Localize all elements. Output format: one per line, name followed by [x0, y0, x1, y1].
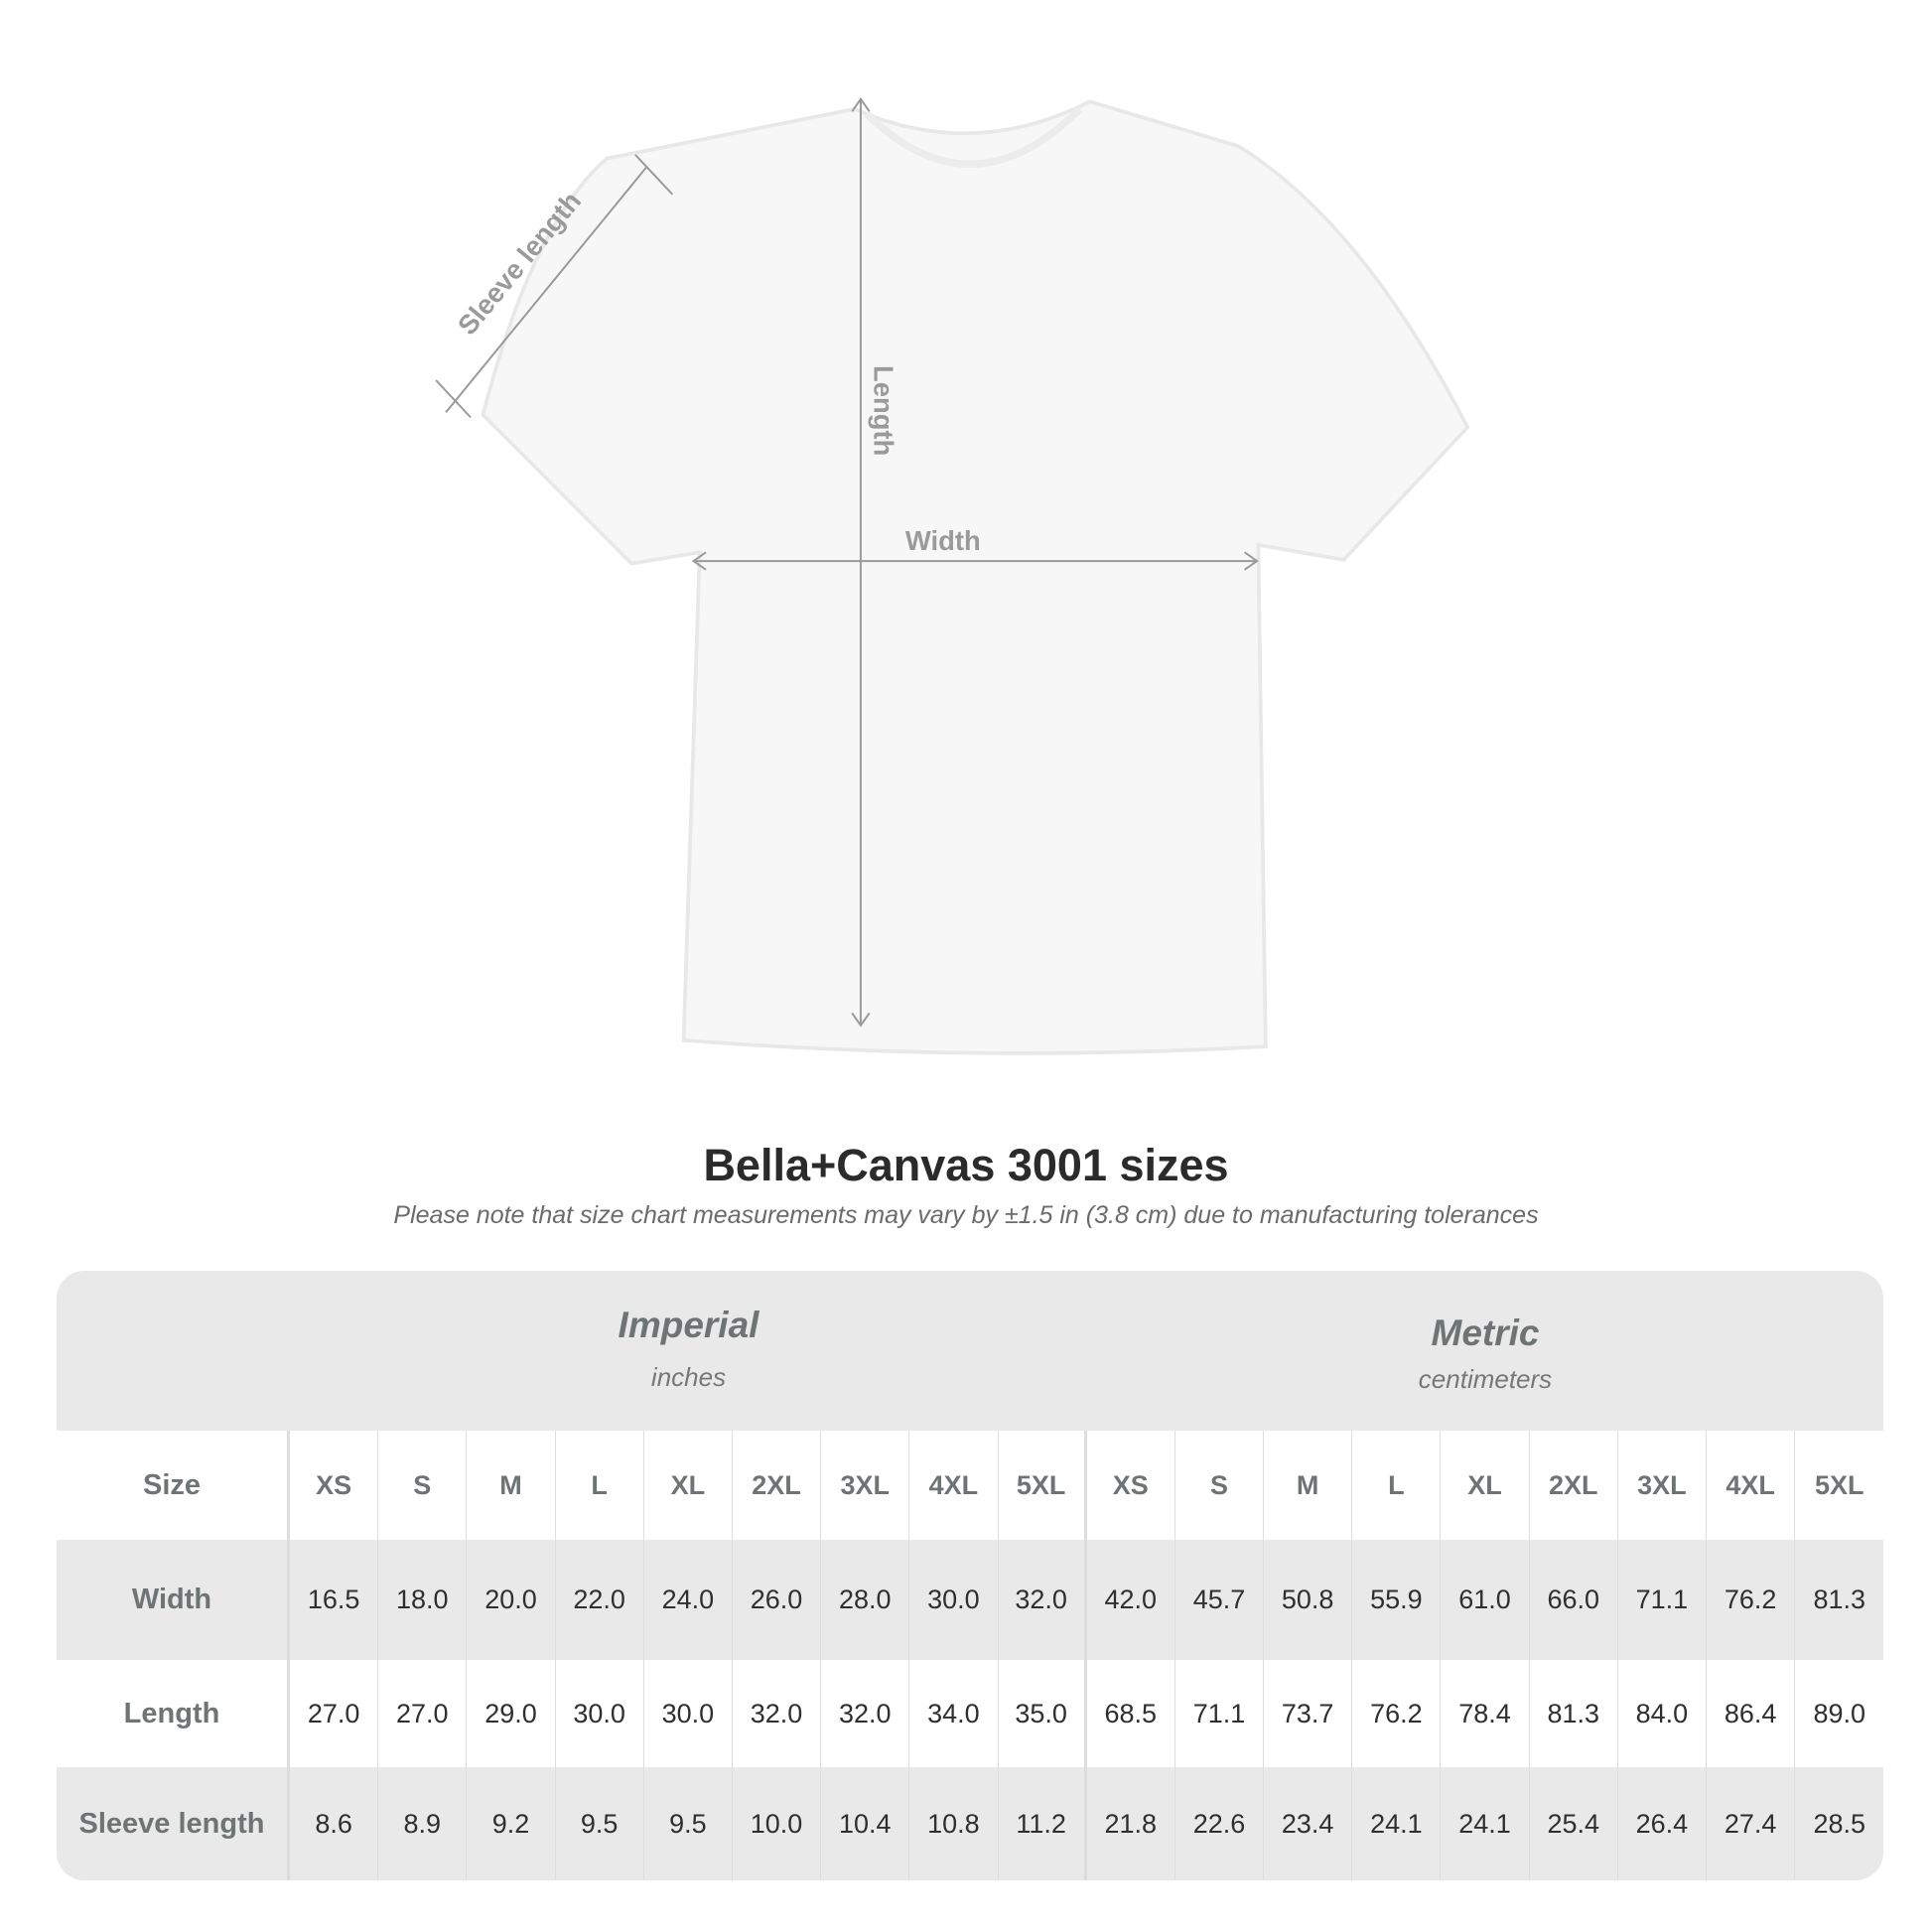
metric-value-cell: 81.3: [1813, 1585, 1866, 1614]
size-header-row: Size XS S M L XL 2XL 3XL 4XL 5XL XS S M L XL 2XL 3XL 4XL 5…: [57, 1431, 1883, 1540]
metric-value-cell: 61.0: [1441, 1540, 1530, 1660]
size-header-cell: 4XL: [1707, 1431, 1796, 1540]
table-row: Length 27.0 27.0 29.0 30.0 30.0 32.0 32.0 34.0 35…: [57, 1660, 1883, 1767]
metric-value-cell: 23.4: [1264, 1767, 1353, 1880]
size-header-cell: 5XL: [1815, 1469, 1864, 1500]
imperial-value-cell: 32.0: [821, 1660, 910, 1767]
imperial-value-cell: 27.0: [290, 1660, 379, 1767]
table-header: Imperial inches Metric centimeters: [57, 1271, 1883, 1431]
imperial-value-cell: 9.2: [467, 1767, 556, 1880]
size-header-cell: S: [1175, 1431, 1265, 1540]
sleeve-measure-line: [445, 166, 647, 414]
imperial-value-cell: 16.5: [290, 1540, 379, 1660]
metric-value-cell: 42.0: [1087, 1540, 1175, 1660]
imperial-group: Imperial inches: [290, 1305, 1087, 1393]
size-header-cell: 3XL: [821, 1431, 910, 1540]
tshirt-shape: [481, 99, 1470, 1055]
size-header-cell: XL: [644, 1431, 733, 1540]
imperial-value-cell: 9.5: [644, 1767, 733, 1880]
imperial-value-cell: 32.0: [999, 1540, 1087, 1660]
row-label: Width: [57, 1540, 290, 1660]
metric-value-cell: 76.2: [1707, 1540, 1796, 1660]
imperial-value-cell: 11.2: [999, 1767, 1087, 1880]
metric-value-cell: 21.8: [1087, 1767, 1175, 1880]
metric-value-cell: 25.4: [1530, 1767, 1618, 1880]
size-header-cell: 5XL: [999, 1431, 1087, 1540]
size-header-cell: XL: [1441, 1431, 1530, 1540]
row-label: Length: [57, 1660, 290, 1767]
imperial-value-cell: 8.9: [378, 1767, 468, 1880]
row-label: Size: [57, 1431, 290, 1540]
size-chart-table: Imperial inches Metric centimeters Size X…: [57, 1271, 1883, 1880]
metric-value-cell: 89.0: [1813, 1698, 1866, 1728]
tolerance-note: Please note that size chart measurements…: [393, 1201, 1539, 1229]
imperial-value-cell: 22.0: [556, 1540, 644, 1660]
metric-title: Metric: [1431, 1312, 1540, 1353]
metric-value-cell: 73.7: [1264, 1660, 1353, 1767]
size-header-cell: M: [467, 1431, 556, 1540]
metric-value-cell: 27.4: [1707, 1767, 1796, 1880]
table-row: Width 16.5 18.0 20.0 22.0 24.0 26.0 28.0 30.0 32.…: [57, 1540, 1883, 1660]
size-header-cell: XS: [1087, 1431, 1175, 1540]
imperial-unit: inches: [650, 1362, 727, 1392]
imperial-value-cell: 30.0: [644, 1660, 733, 1767]
imperial-value-cell: 8.6: [290, 1767, 379, 1880]
metric-value-cell: 24.1: [1352, 1767, 1442, 1880]
imperial-value-cell: 9.5: [556, 1767, 644, 1880]
imperial-value-cell: 24.0: [644, 1540, 733, 1660]
imperial-value-cell: 29.0: [467, 1660, 556, 1767]
imperial-value-cell: 32.0: [733, 1660, 822, 1767]
metric-value-cell: 86.4: [1707, 1660, 1796, 1767]
size-header-cell: 4XL: [909, 1431, 999, 1540]
metric-value-cell: 55.9: [1352, 1540, 1442, 1660]
imperial-value-cell: 18.0: [378, 1540, 468, 1660]
metric-group: Metric centimeters: [1087, 1312, 1883, 1395]
imperial-value-cell: 27.0: [378, 1660, 468, 1767]
imperial-value-cell: 35.0: [999, 1660, 1087, 1767]
size-header-cell: M: [1264, 1431, 1353, 1540]
metric-value-cell: 50.8: [1264, 1540, 1353, 1660]
imperial-value-cell: 26.0: [733, 1540, 822, 1660]
metric-value-cell: 71.1: [1618, 1540, 1707, 1660]
metric-value-cell: 68.5: [1087, 1660, 1175, 1767]
size-header-cell: L: [556, 1431, 644, 1540]
size-header-cell: 2XL: [733, 1431, 822, 1540]
size-header-cell: 2XL: [1530, 1431, 1618, 1540]
imperial-value-cell: 10.4: [821, 1767, 910, 1880]
metric-value-cell: 71.1: [1175, 1660, 1265, 1767]
metric-value-cell: 45.7: [1175, 1540, 1265, 1660]
metric-value-cell: 84.0: [1618, 1660, 1707, 1767]
imperial-value-cell: 20.0: [467, 1540, 556, 1660]
size-header-cell: XS: [290, 1431, 379, 1540]
metric-unit: centimeters: [1418, 1364, 1553, 1394]
width-label: Width: [905, 525, 981, 556]
metric-value-cell: 66.0: [1530, 1540, 1618, 1660]
size-header-cell: S: [378, 1431, 468, 1540]
imperial-value-cell: 34.0: [909, 1660, 999, 1767]
imperial-value-cell: 10.0: [733, 1767, 822, 1880]
imperial-value-cell: 30.0: [556, 1660, 644, 1767]
metric-value-cell: 81.3: [1530, 1660, 1618, 1767]
table-row: Sleeve length 8.6 8.9 9.2 9.5 9.5 10.0 10.4 10.8…: [57, 1767, 1883, 1880]
metric-value-cell: 24.1: [1441, 1767, 1530, 1880]
tshirt-diagram: Sleeve length Length Width: [435, 97, 1470, 1055]
metric-value-cell: 28.5: [1813, 1808, 1866, 1839]
row-label: Sleeve length: [57, 1767, 290, 1880]
size-header-cell: 3XL: [1618, 1431, 1707, 1540]
imperial-value-cell: 28.0: [821, 1540, 910, 1660]
metric-value-cell: 22.6: [1175, 1767, 1265, 1880]
length-label: Length: [869, 365, 899, 456]
imperial-value-cell: 10.8: [909, 1767, 999, 1880]
metric-value-cell: 26.4: [1618, 1767, 1707, 1880]
metric-value-cell: 78.4: [1441, 1660, 1530, 1767]
size-header-cell: L: [1352, 1431, 1442, 1540]
imperial-value-cell: 30.0: [909, 1540, 999, 1660]
imperial-title: Imperial: [618, 1305, 759, 1345]
metric-value-cell: 76.2: [1352, 1660, 1442, 1767]
page-title: Bella+Canvas 3001 sizes: [703, 1140, 1229, 1190]
